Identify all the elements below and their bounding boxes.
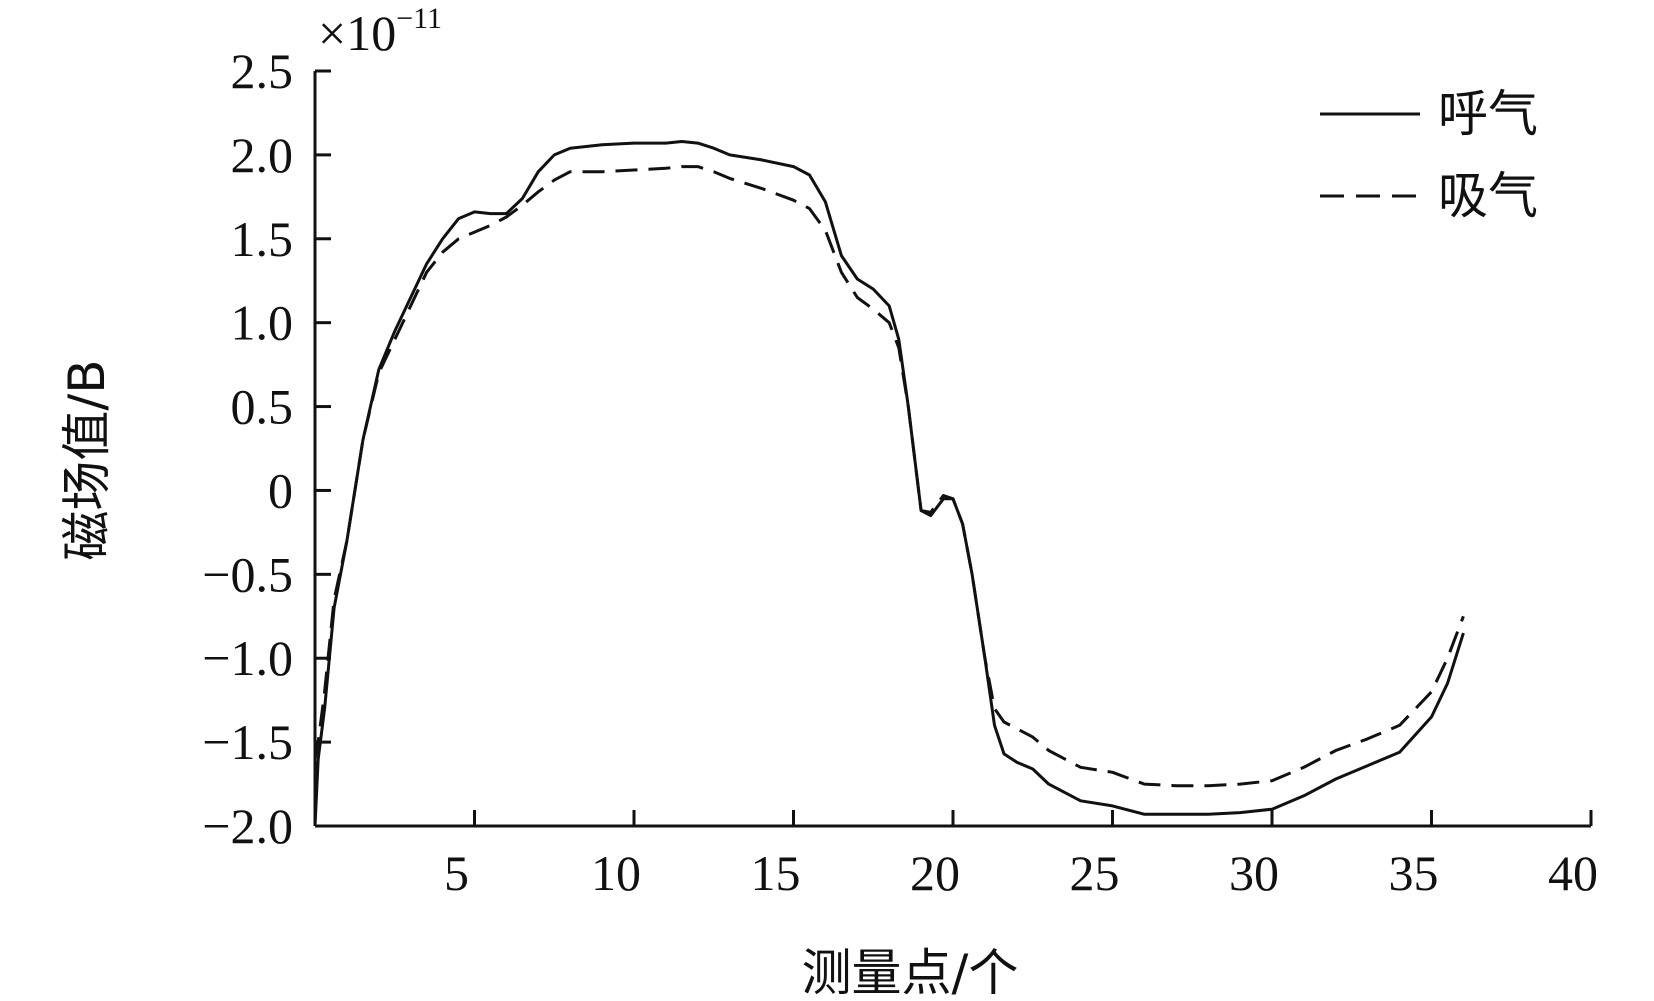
x-tick-label: 25 bbox=[1070, 845, 1120, 901]
y-tick-label: 2.5 bbox=[231, 43, 294, 99]
svg-text:×10−11: ×10−11 bbox=[318, 2, 442, 61]
y-tick-label: 0 bbox=[268, 462, 293, 518]
multiplier-base: ×10 bbox=[318, 5, 396, 61]
series-layer bbox=[313, 140, 1465, 827]
y-tick-label: −1.5 bbox=[202, 714, 293, 770]
x-tick-label: 10 bbox=[591, 845, 641, 901]
x-tick-label: 30 bbox=[1229, 845, 1279, 901]
x-axis-ticks: 5 10 15 20 25 30 35 40 bbox=[444, 810, 1598, 901]
legend-label-inhale: 吸气 bbox=[1438, 167, 1538, 225]
y-tick-label: −0.5 bbox=[202, 546, 293, 602]
series-line-exhale bbox=[313, 140, 1465, 827]
x-tick-label: 35 bbox=[1389, 845, 1439, 901]
y-tick-label: −2.0 bbox=[202, 798, 293, 854]
y-tick-label: −1.0 bbox=[202, 630, 293, 686]
y-tick-label: 1.0 bbox=[231, 295, 294, 351]
y-tick-label: 0.5 bbox=[231, 379, 294, 435]
x-tick-label: 20 bbox=[910, 845, 960, 901]
axes bbox=[313, 71, 1591, 828]
x-tick-label: 15 bbox=[751, 845, 801, 901]
y-tick-label: 2.0 bbox=[231, 127, 294, 183]
legend: 呼气 吸气 bbox=[1320, 85, 1538, 225]
series-line-inhale bbox=[313, 165, 1465, 788]
y-axis-ticks: −2.0 −1.5 −1.0 −0.5 0 0.5 1.0 1.5 2.0 2.5 bbox=[202, 43, 331, 854]
y-axis-multiplier: ×10−11 bbox=[318, 2, 442, 61]
y-tick-label: 1.5 bbox=[231, 211, 294, 267]
x-axis-title: 测量点/个 bbox=[802, 944, 1019, 1001]
y-axis-title: 磁场值/B bbox=[58, 359, 116, 560]
legend-label-exhale: 呼气 bbox=[1438, 85, 1538, 143]
x-tick-label: 40 bbox=[1548, 845, 1598, 901]
x-tick-label: 5 bbox=[444, 845, 469, 901]
multiplier-exponent: −11 bbox=[396, 2, 442, 35]
